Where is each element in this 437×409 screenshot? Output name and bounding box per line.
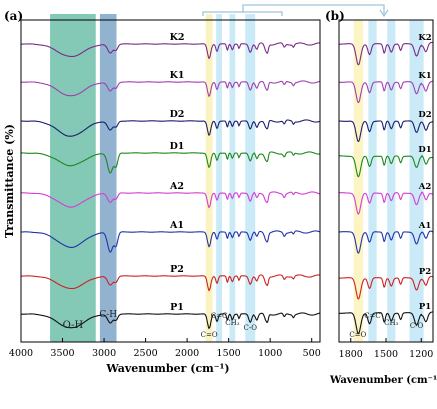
spectrum-b-d1 xyxy=(338,155,434,178)
series-label-b-k2: K2 xyxy=(418,33,431,43)
band-b-co xyxy=(353,20,364,342)
x-axis-ticks-a: 4000 3500 3000 2500 2000 1500 1000 500 xyxy=(9,338,321,359)
series-label-b-p2: P2 xyxy=(419,267,431,277)
series-label-b-k1: K1 xyxy=(418,71,431,81)
panel-label-b: (b) xyxy=(325,9,345,23)
band-cc xyxy=(216,14,222,342)
x-tick-label: 2500 xyxy=(133,348,157,359)
x-axis-ticks-b: 1800 1500 1200 xyxy=(339,338,433,360)
band-co xyxy=(205,14,213,342)
series-label-p1: P1 xyxy=(170,302,184,313)
x-tick-label: 1000 xyxy=(258,348,282,359)
band-label-b-co: C-O xyxy=(410,322,424,330)
x-tick-label: 3500 xyxy=(50,348,74,359)
series-label-a2: A2 xyxy=(169,181,184,192)
spectrum-b-a1 xyxy=(339,230,434,254)
band-label-co: C-O xyxy=(243,324,257,332)
band-co xyxy=(245,14,256,342)
band-ch xyxy=(99,14,117,342)
series-labels-a: K2 K1 D2 D1 A2 A1 P2 P1 xyxy=(169,32,184,313)
x-tick-label-b: 1800 xyxy=(339,349,363,360)
band-label-b-co: C=O xyxy=(349,331,366,339)
spectrum-a1 xyxy=(21,230,321,253)
series-label-b-a1: A1 xyxy=(418,221,432,231)
band-regions-a xyxy=(50,14,256,342)
series-label-k2: K2 xyxy=(170,32,185,43)
x-tick-label-b: 1200 xyxy=(409,349,433,360)
band-label-ch: CH₃ xyxy=(225,319,239,327)
spectrum-d1 xyxy=(21,151,321,174)
spectrum-p1 xyxy=(21,312,321,330)
band-label-oh: O-H xyxy=(63,320,84,331)
x-axis-title-b: Wavenumber (cm⁻¹) xyxy=(329,375,437,386)
spectra-b xyxy=(338,41,434,335)
series-label-b-d1: D1 xyxy=(418,145,431,155)
x-tick-label: 3000 xyxy=(92,348,116,359)
spectrum-k2 xyxy=(21,42,320,60)
band-b-co xyxy=(409,20,424,342)
zoom-bracket xyxy=(202,4,389,18)
series-label-b-a2: A2 xyxy=(418,182,432,192)
series-label-k1: K1 xyxy=(170,70,185,81)
x-tick-label: 4000 xyxy=(9,348,33,359)
band-label-ch: C-H xyxy=(99,310,117,320)
x-tick-label-b: 1500 xyxy=(374,349,398,360)
plot-frame-a xyxy=(20,19,321,343)
band-b-cc xyxy=(368,20,377,342)
x-axis-title-a: Wavenumber (cm⁻¹) xyxy=(105,362,229,375)
spectrum-b-p2 xyxy=(339,275,434,300)
spectrum-b-k1 xyxy=(339,80,433,104)
spectra-a xyxy=(21,42,321,330)
band-ch xyxy=(229,14,236,342)
x-tick-label: 500 xyxy=(303,348,321,359)
spectrum-b-p1 xyxy=(339,311,433,335)
spectrum-a2 xyxy=(21,191,321,209)
panel-label-a: (a) xyxy=(4,9,23,23)
band-label-cc: C=C xyxy=(211,312,228,320)
series-label-b-p1: P1 xyxy=(419,302,431,312)
band-b-ch xyxy=(387,20,396,342)
band-label-co: C=O xyxy=(201,331,218,339)
spectrum-b-a2 xyxy=(339,191,434,215)
spectrum-d2 xyxy=(21,119,321,137)
spectrum-k1 xyxy=(21,80,321,98)
y-axis-title-a: Transmittance (%) xyxy=(3,124,16,238)
spectrum-b-k2 xyxy=(339,41,434,66)
band-regions-b xyxy=(353,20,424,342)
series-label-d2: D2 xyxy=(170,109,185,120)
series-label-b-d2: D2 xyxy=(418,110,431,120)
series-label-p2: P2 xyxy=(170,264,184,275)
spectrum-b-d2 xyxy=(338,120,433,143)
series-labels-b: K2 K1 D2 D1 A2 A1 P2 P1 xyxy=(418,33,432,312)
spectrum-p2 xyxy=(21,274,320,292)
band-label-b-ch: CH₃ xyxy=(384,319,398,327)
series-label-d1: D1 xyxy=(170,141,185,152)
band-label-b-cc: C=C xyxy=(364,312,381,320)
x-tick-label: 1500 xyxy=(217,348,241,359)
x-tick-label: 2000 xyxy=(175,348,199,359)
band-oh xyxy=(50,14,96,342)
series-label-a1: A1 xyxy=(169,220,184,231)
